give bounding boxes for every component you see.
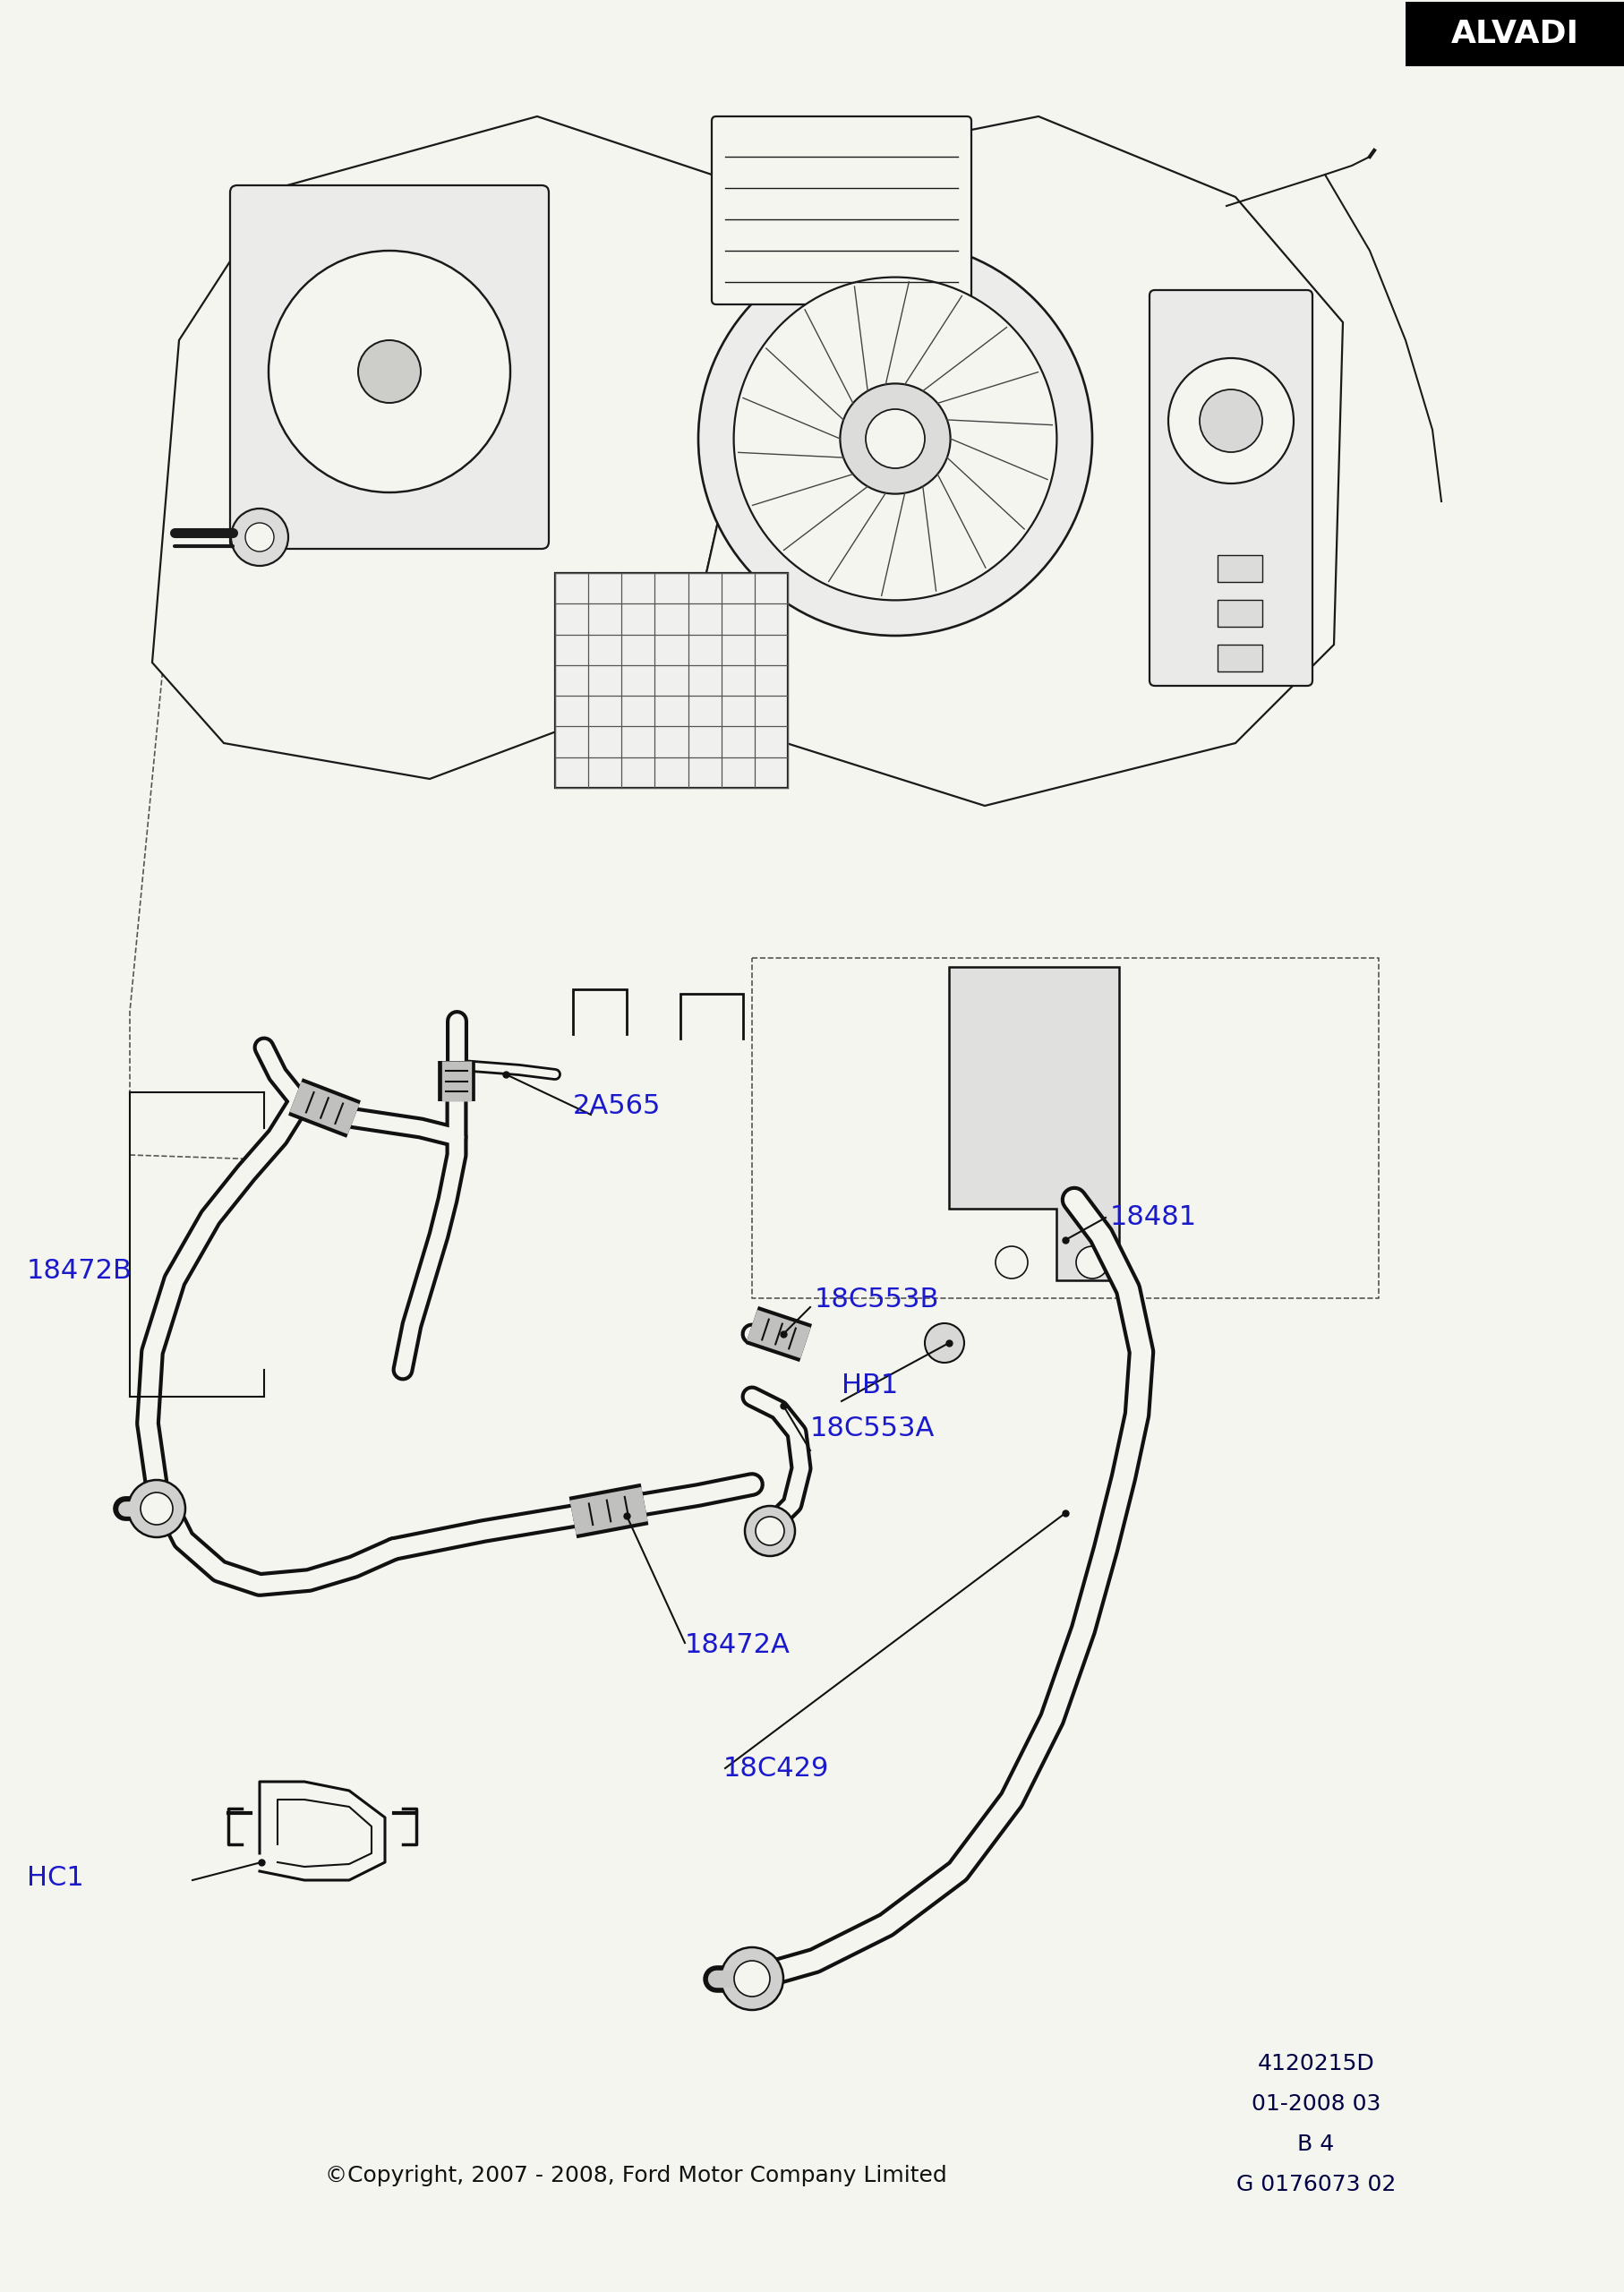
Text: 18C553B: 18C553B: [814, 1288, 939, 1313]
Circle shape: [755, 1517, 784, 1545]
Text: 18C553A: 18C553A: [810, 1414, 934, 1442]
Circle shape: [1075, 1247, 1108, 1279]
Bar: [1216, 644, 1262, 672]
Circle shape: [734, 277, 1056, 601]
Text: 4120215D: 4120215D: [1257, 2054, 1374, 2074]
Circle shape: [734, 1960, 770, 1996]
Text: B 4: B 4: [1298, 2134, 1333, 2154]
Circle shape: [996, 1247, 1028, 1279]
Circle shape: [1168, 358, 1293, 484]
Circle shape: [744, 1506, 794, 1556]
Circle shape: [231, 509, 287, 566]
Polygon shape: [948, 967, 1119, 1281]
Text: G 0176073 02: G 0176073 02: [1236, 2173, 1395, 2196]
Bar: [555, 573, 788, 788]
Bar: [1216, 555, 1262, 582]
Circle shape: [840, 383, 950, 493]
Circle shape: [357, 339, 421, 403]
FancyBboxPatch shape: [711, 117, 971, 305]
Circle shape: [128, 1481, 185, 1538]
Polygon shape: [645, 117, 1341, 807]
Text: ALVADI: ALVADI: [1450, 18, 1579, 48]
Circle shape: [924, 1322, 963, 1364]
Circle shape: [1199, 390, 1262, 452]
Text: 18481: 18481: [1109, 1206, 1197, 1231]
Circle shape: [245, 523, 274, 552]
FancyBboxPatch shape: [231, 186, 549, 548]
Text: HC1: HC1: [28, 1866, 84, 1891]
Text: 2A565: 2A565: [573, 1093, 661, 1118]
Circle shape: [721, 1948, 783, 2010]
Circle shape: [698, 241, 1091, 635]
FancyBboxPatch shape: [1148, 291, 1312, 685]
Circle shape: [866, 410, 924, 468]
Circle shape: [268, 250, 510, 493]
Text: 01-2008 03: 01-2008 03: [1250, 2093, 1380, 2116]
Text: ©Copyright, 2007 - 2008, Ford Motor Company Limited: ©Copyright, 2007 - 2008, Ford Motor Comp…: [325, 2166, 947, 2187]
Bar: [1216, 601, 1262, 626]
Polygon shape: [153, 117, 778, 779]
Text: 18472B: 18472B: [28, 1258, 132, 1284]
Bar: [1405, 2, 1624, 66]
Text: HB1: HB1: [841, 1373, 898, 1398]
Text: 18C429: 18C429: [723, 1756, 828, 1781]
Circle shape: [141, 1492, 172, 1524]
Text: 18472A: 18472A: [684, 1632, 789, 1659]
